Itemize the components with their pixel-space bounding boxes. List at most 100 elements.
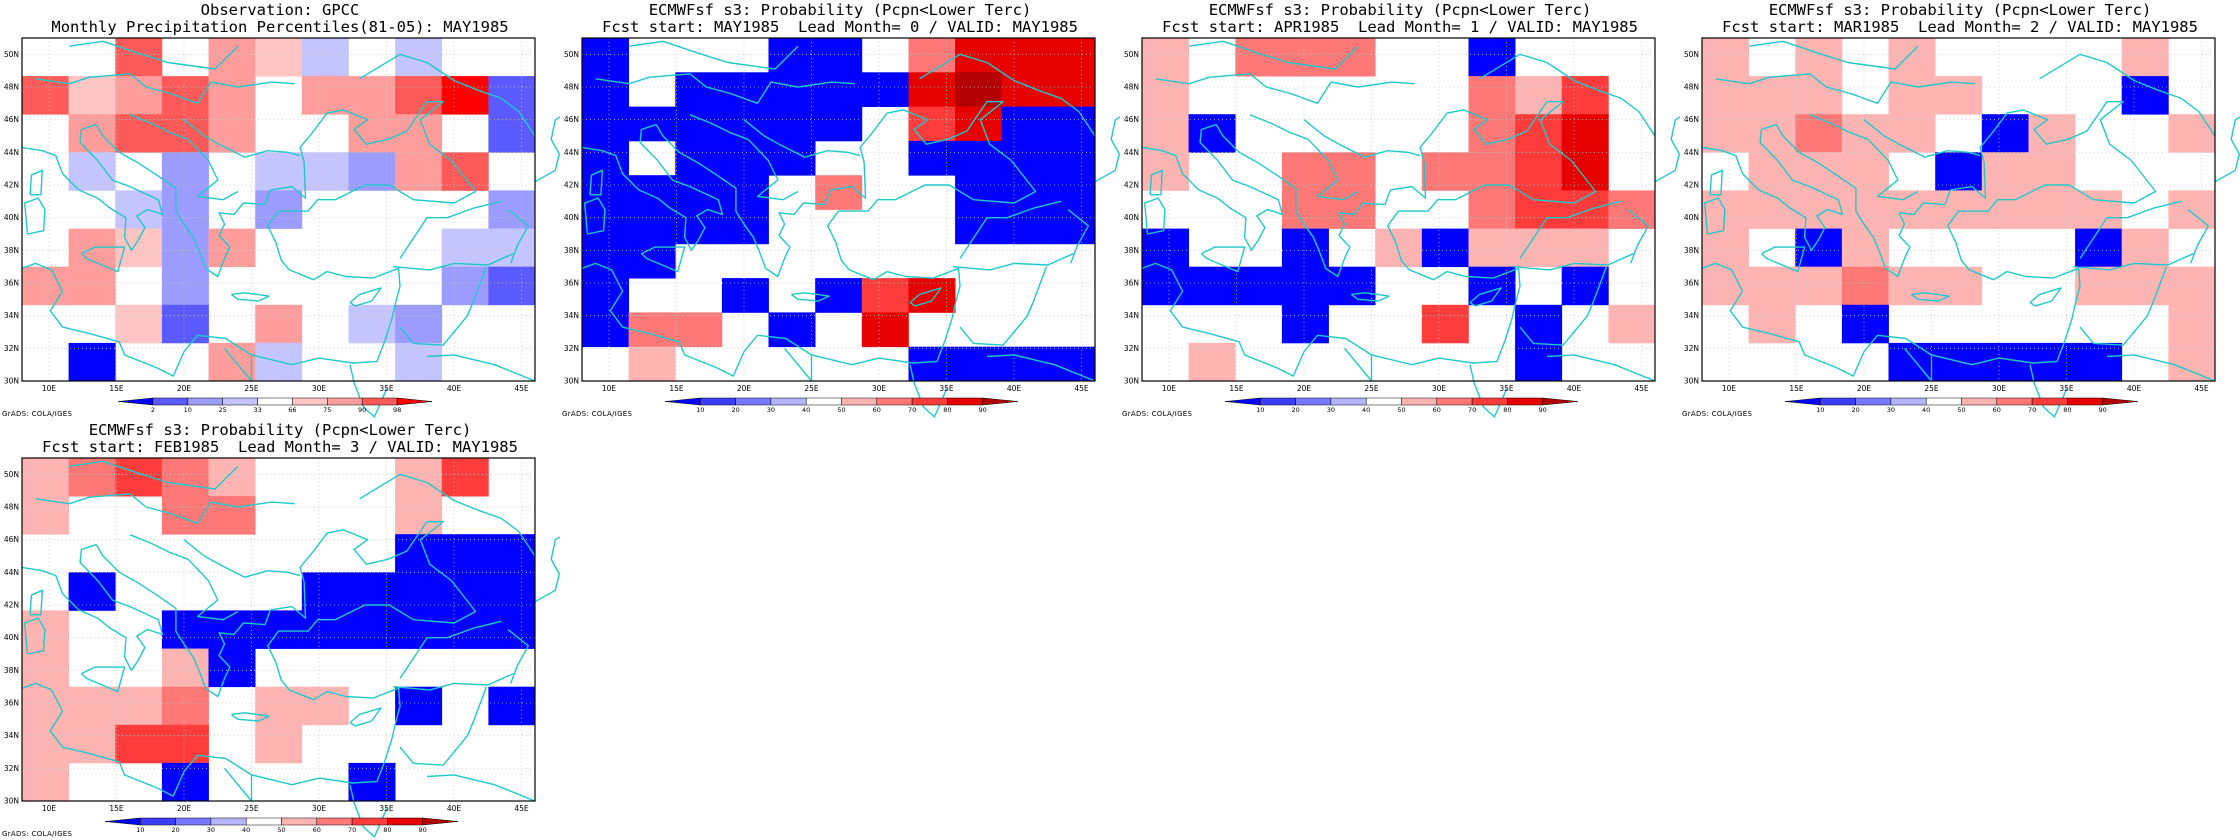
colorbar-swatch <box>1436 397 1473 406</box>
grid-cell <box>1281 228 1329 268</box>
lat-tick-label: 36N <box>4 279 19 288</box>
coastline <box>1546 354 1656 382</box>
colorbar-label: 10 <box>184 406 192 414</box>
grid-cell <box>1235 266 1283 306</box>
colorbar-label: 70 <box>1468 406 1476 414</box>
lat-tick-label: 48N <box>1684 83 1699 92</box>
lat-tick-label: 38N <box>1684 246 1699 255</box>
coastline <box>959 266 1048 346</box>
coastline <box>595 73 855 104</box>
grid-cell <box>22 458 69 497</box>
colorbar-swatch <box>664 397 701 406</box>
grid-cell <box>1561 190 1609 229</box>
grid-cell <box>395 610 443 649</box>
grid-cell <box>1841 228 1889 268</box>
colorbar-swatch <box>1471 397 1508 406</box>
grid-cell <box>1281 38 1329 77</box>
lon-tick-label: 15E <box>1229 384 1244 393</box>
lon-tick-label: 30E <box>1992 384 2007 393</box>
coastline <box>183 119 301 158</box>
lat-tick-label: 32N <box>4 764 19 773</box>
colorbar-label: 30 <box>767 406 775 414</box>
grid-cell <box>1795 38 1843 77</box>
grid-cell <box>1142 76 1189 115</box>
lat-tick-label: 34N <box>4 731 19 740</box>
grid-cell <box>1748 76 1796 115</box>
lat-tick-label: 30N <box>4 377 19 386</box>
lat-tick-label: 30N <box>4 797 19 806</box>
colorbar-swatch <box>1507 397 1543 406</box>
panel-title: ECMWFsf s3: Probability (Pcpn<Lower Terc… <box>1680 2 2240 36</box>
axis-labels: 50N 48N 46N 44N 42N 40N 38N 36N 34N 32N 30N 10E 15E 2… <box>1684 50 2209 393</box>
coastline <box>1701 123 1844 251</box>
colorbar-swatch <box>770 397 807 406</box>
colorbar-label: 70 <box>2028 406 2036 414</box>
coastlines <box>21 460 560 838</box>
lat-tick-label: 34N <box>564 311 579 320</box>
grid-cell <box>861 72 909 107</box>
colorbar-swatch <box>257 397 293 406</box>
axis-labels: 50N 48N 46N 44N 42N 40N 38N 36N 34N 32N 30N 10E 15E 2… <box>1124 50 1649 393</box>
panel-title-line1: ECMWFsf s3: Probability (Pcpn<Lower Terc… <box>1208 1 1592 19</box>
lat-tick-label: 34N <box>1684 311 1699 320</box>
grid-cell <box>675 106 723 142</box>
lat-tick-label: 36N <box>564 279 579 288</box>
grid-cell <box>1001 346 1049 382</box>
colorbar-label: 70 <box>908 406 916 414</box>
coastline <box>359 473 536 557</box>
grid-cell <box>628 209 676 245</box>
coastline <box>69 40 239 70</box>
grid-cell <box>161 724 209 764</box>
colorbar-label: 50 <box>1397 406 1405 414</box>
grid-cell <box>115 724 163 764</box>
grid-cell <box>441 228 489 268</box>
coastline <box>2029 287 2062 307</box>
colorbar-label: 60 <box>1993 406 2001 414</box>
lat-tick-label: 44N <box>4 148 19 157</box>
lon-tick-label: 30E <box>312 804 327 813</box>
lat-tick-label: 40N <box>1684 213 1699 222</box>
coastline <box>349 707 382 727</box>
grid-cell <box>582 72 629 107</box>
coastline <box>790 292 830 302</box>
grid-cell <box>68 572 116 611</box>
coastline <box>399 620 502 679</box>
coastlines <box>1141 40 1680 418</box>
lat-tick-label: 42N <box>1124 181 1139 190</box>
map-frame <box>581 37 1096 382</box>
grid-cell <box>22 762 69 802</box>
lat-tick-label: 50N <box>4 50 19 59</box>
grid-cell <box>1515 152 1563 191</box>
probability-map: 50N 48N 46N 44N 42N 40N 38N 36N 34N 32N 30N 10E 15E 2… <box>1684 37 2240 418</box>
colorbar-label: 80 <box>943 406 951 414</box>
grid-cell <box>1142 266 1189 306</box>
grid-cell <box>721 175 769 210</box>
grid-cell <box>208 342 256 382</box>
grid-cell <box>22 266 69 306</box>
coastline <box>1704 197 1726 235</box>
colorbar-label: 98 <box>393 406 401 414</box>
grid-cells <box>1142 38 1656 382</box>
grid-cell <box>1281 266 1329 306</box>
grid-cell <box>488 610 536 649</box>
grid-cell <box>208 114 256 153</box>
grid-cell <box>1981 152 2029 191</box>
lon-tick-label: 35E <box>1499 384 1514 393</box>
coastline <box>1701 101 2157 377</box>
grid-cell <box>1702 38 1749 77</box>
lon-tick-label: 25E <box>244 804 259 813</box>
grid-cell <box>675 140 723 176</box>
coastline <box>1141 101 1597 377</box>
grid-cell <box>1142 114 1189 153</box>
coastlines <box>21 40 560 418</box>
grid-cell <box>1702 76 1749 115</box>
grid-cell <box>161 228 209 268</box>
grid-cell <box>1468 76 1516 115</box>
grid-cell <box>675 175 723 210</box>
lon-tick-label: 30E <box>872 384 887 393</box>
lat-tick-label: 30N <box>564 377 579 386</box>
grid-cell <box>1561 76 1609 115</box>
grid-cell <box>1702 266 1749 306</box>
colorbar: 10 20 30 40 50 60 70 80 90 <box>664 397 1019 414</box>
grid-cell <box>255 152 303 191</box>
